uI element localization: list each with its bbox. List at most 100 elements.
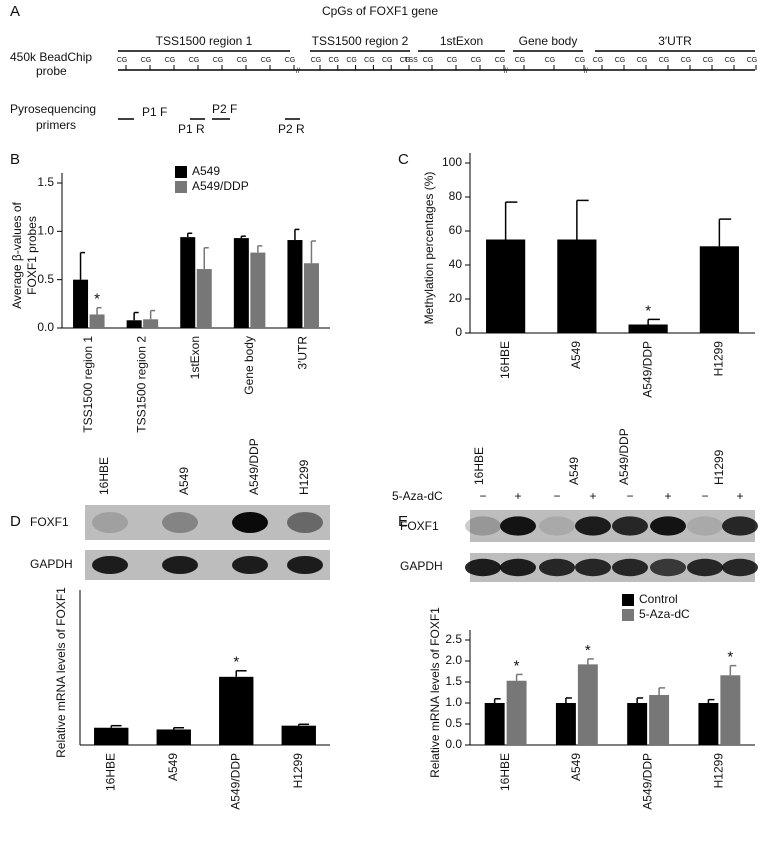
primer-label: P2 F (212, 102, 237, 116)
blot-band (162, 512, 198, 533)
y-tick-label: 0.5 (37, 272, 54, 286)
cg-label: CG (423, 57, 434, 64)
y-tick-label: 1.5 (37, 175, 54, 189)
treatment-sign: + (736, 489, 743, 503)
blot-band (575, 558, 611, 577)
primer-label: P1 R (178, 122, 205, 136)
blot-band (612, 558, 648, 577)
blot-band (92, 512, 128, 533)
blot-band (287, 556, 323, 574)
bar (126, 320, 142, 328)
blot-band (162, 556, 198, 574)
blot-band (722, 516, 758, 536)
blot-band (539, 558, 575, 577)
x-tick-label: A549 (166, 753, 180, 781)
x-tick-label: 16HBE (103, 753, 117, 791)
break-mark: // (296, 68, 300, 75)
blot-band (650, 558, 686, 577)
cg-label: CG (311, 57, 322, 64)
cg-label: CG (471, 57, 482, 64)
cg-label: CG (747, 57, 758, 64)
bar (219, 676, 254, 745)
cg-label: CG (329, 57, 340, 64)
legend-swatch (622, 594, 634, 606)
cg-label: CG (515, 57, 526, 64)
cg-label: CG (495, 57, 506, 64)
cg-label: CG (141, 57, 152, 64)
bar (89, 314, 105, 328)
bar (557, 239, 597, 333)
bar (555, 703, 576, 745)
blot-band (687, 558, 723, 577)
blot-band (287, 512, 323, 533)
cg-label: CG (615, 57, 626, 64)
cg-label: CG (213, 57, 224, 64)
bar (250, 252, 266, 328)
bar (180, 237, 196, 328)
x-tick-label: 3′UTR (295, 336, 309, 370)
bar (94, 727, 129, 745)
primer-label: P1 F (142, 105, 167, 119)
cg-label: CG (285, 57, 296, 64)
treatment-sign: + (514, 489, 521, 503)
panel-label: D (10, 513, 21, 530)
y-axis-label: Methylation percentages (%) (422, 172, 436, 325)
y-tick-label: 0.0 (37, 320, 54, 334)
cg-label: CG (681, 57, 692, 64)
bar (720, 675, 741, 745)
region-label: 3′UTR (658, 34, 692, 48)
row-label: primers (36, 118, 76, 132)
annotation: * (727, 649, 733, 666)
x-tick-label: A549/DDP (640, 753, 654, 810)
cg-label: CG (261, 57, 272, 64)
y-axis-label: Relative mRNA levels of FOXF1 (428, 607, 442, 778)
bar (303, 263, 319, 328)
y-tick-label: 1.0 (445, 695, 462, 709)
lane-label: A549 (177, 467, 191, 495)
treatment-sign: + (589, 489, 596, 503)
blot-band (539, 516, 575, 536)
lane-label: A549/DDP (617, 428, 631, 485)
blot-band (687, 516, 723, 536)
cg-label: CG (545, 57, 556, 64)
cg-label: CG (447, 57, 458, 64)
x-tick-label: H1299 (291, 753, 305, 789)
x-tick-label: TSS1500 region 1 (81, 336, 95, 433)
y-axis-label: Average β-values of (10, 201, 24, 308)
blot-row-label: GAPDH (400, 559, 443, 573)
cg-label: CG (237, 57, 248, 64)
x-tick-label: 1stExon (188, 336, 202, 379)
legend-label: A549/DDP (192, 179, 249, 193)
y-tick-label: 2.5 (445, 632, 462, 646)
y-tick-label: 80 (449, 189, 463, 203)
lane-label: 16HBE (472, 447, 486, 485)
legend-label: A549 (192, 164, 220, 178)
y-axis-label: Relative mRNA levels of FOXF1 (54, 587, 68, 758)
x-tick-label: TSS1500 region 2 (135, 336, 149, 433)
blot-row-label: FOXF1 (400, 519, 439, 533)
panel-label: A (10, 3, 20, 20)
tss-label: TSS (404, 57, 418, 64)
cg-label: CG (346, 57, 357, 64)
lane-label: A549/DDP (247, 438, 261, 495)
row-label: Pyrosequencing (10, 102, 96, 116)
y-tick-label: 2.0 (445, 653, 462, 667)
cg-label: CG (593, 57, 604, 64)
cg-label: CG (575, 57, 586, 64)
x-tick-label: A549 (569, 753, 583, 781)
region-label: TSS1500 region 2 (312, 34, 409, 48)
region-label: Gene body (519, 34, 578, 48)
treatment-sign: − (479, 489, 486, 503)
y-tick-label: 0.0 (445, 737, 462, 751)
blot-band (500, 516, 536, 536)
lane-label: H1299 (712, 449, 726, 485)
annotation: * (585, 642, 591, 659)
bar (484, 703, 505, 745)
bar (506, 680, 527, 745)
treatment-label: 5-Aza-dC (392, 489, 443, 503)
blot-row-label: GAPDH (30, 557, 73, 571)
y-tick-label: 20 (449, 291, 463, 305)
cg-label: CG (659, 57, 670, 64)
legend-label: 5-Aza-dC (639, 607, 690, 621)
cg-label: CG (165, 57, 176, 64)
